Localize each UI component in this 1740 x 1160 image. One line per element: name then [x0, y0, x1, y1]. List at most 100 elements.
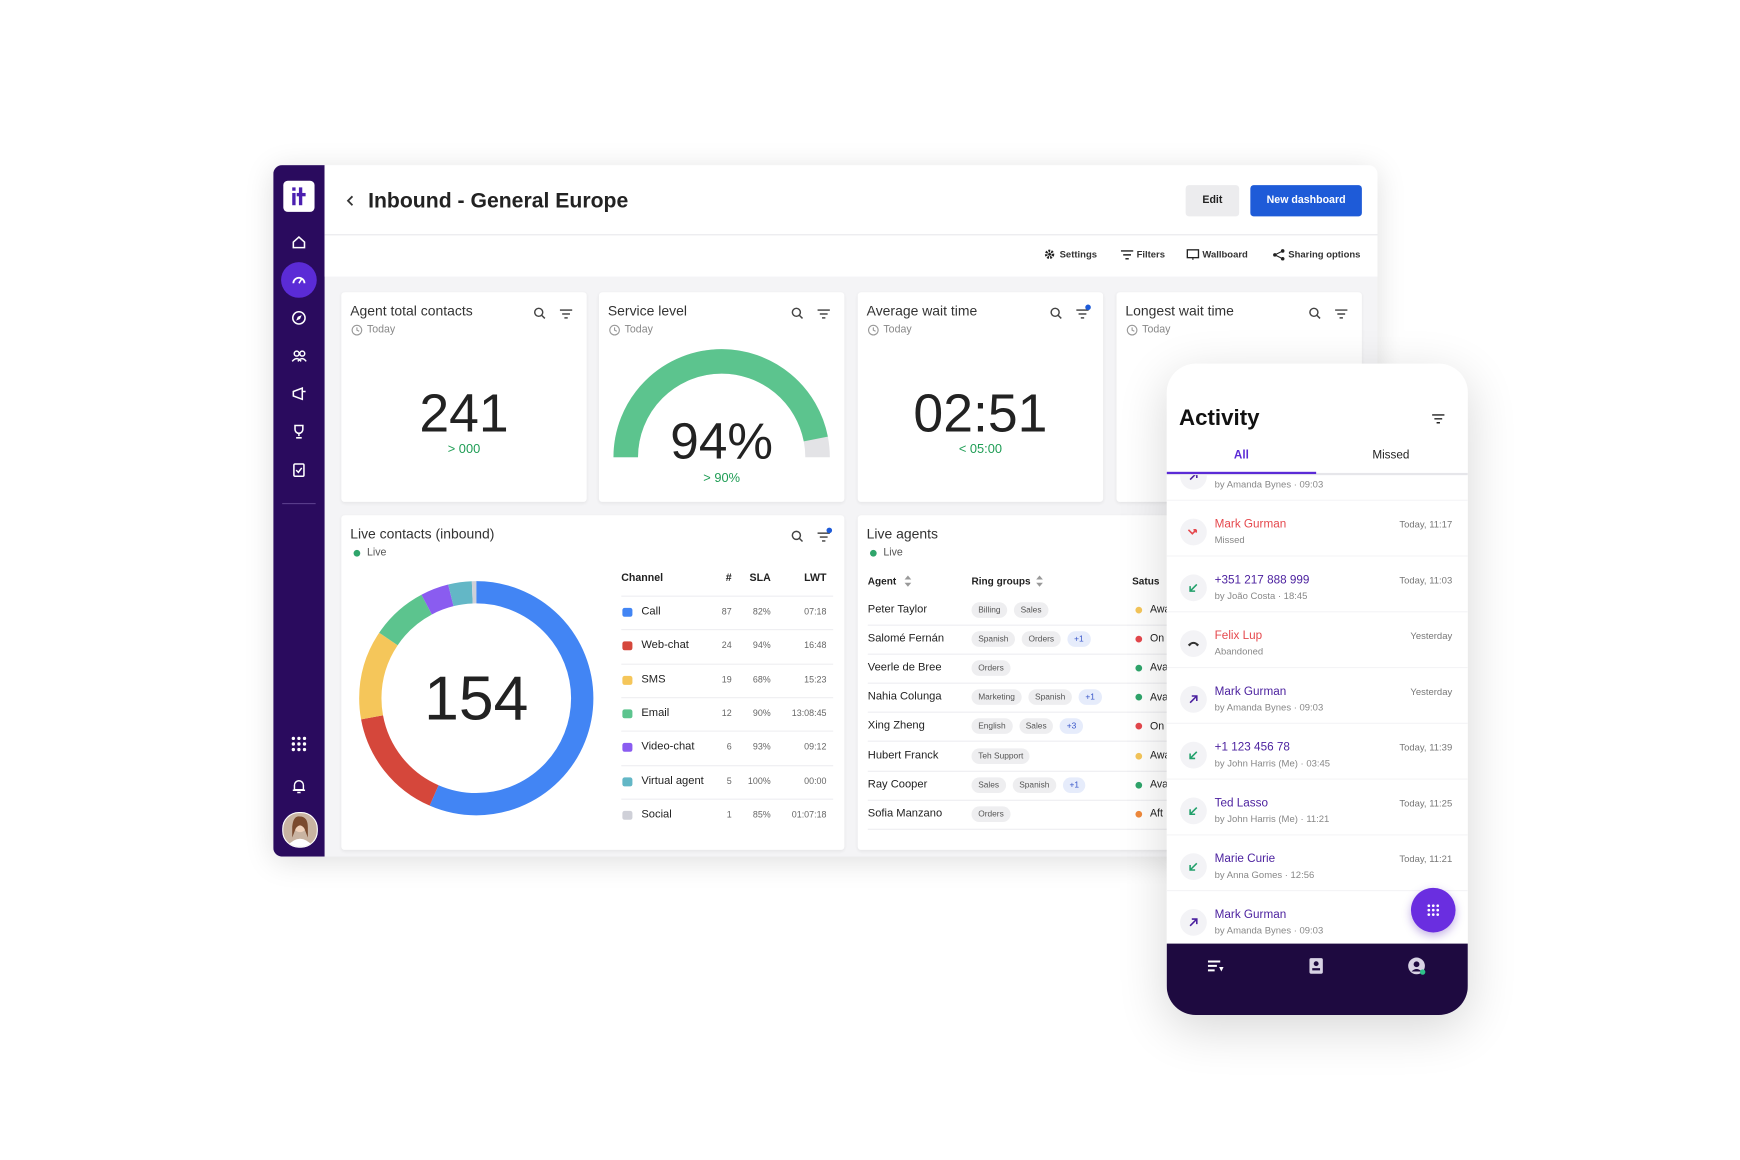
row-divider — [867, 799, 1359, 801]
avatar — [282, 811, 318, 848]
channel-sla: 68% — [752, 674, 771, 685]
filter-icon — [817, 309, 830, 319]
icon-part — [1187, 529, 1198, 535]
status-dot — [1135, 723, 1143, 730]
kpi-target: < 05:00 — [958, 443, 1002, 457]
phone: Activity All Missed by Amanda Bynes · 09:03… — [1166, 363, 1468, 1015]
icon-part — [1309, 307, 1321, 319]
icon-part — [1413, 961, 1420, 968]
icon-part — [1207, 960, 1221, 972]
sort-icon — [1036, 575, 1043, 587]
header-button[interactable]: Edit — [1185, 185, 1240, 217]
logo-mark — [292, 187, 306, 206]
group-chip: +1 — [1062, 776, 1086, 793]
status-dot — [1135, 752, 1143, 760]
channel-name: Virtual agent — [641, 774, 704, 787]
row-divider — [1166, 611, 1468, 613]
icon-part — [1219, 967, 1224, 972]
icon-part — [297, 742, 301, 746]
status-dot — [1135, 664, 1143, 672]
group-chip: English — [971, 718, 1013, 735]
icon-part — [1126, 324, 1138, 336]
header-button[interactable]: New dashboard — [1250, 185, 1362, 217]
icon-part — [1431, 913, 1435, 916]
ring-groups: Sales Spanish +1 — [971, 776, 1086, 793]
channel-count: 24 — [721, 640, 732, 651]
agent-status: Ava — [1149, 691, 1169, 704]
toolbar-item[interactable]: Wallboard — [1202, 248, 1248, 260]
icon-part — [1436, 908, 1440, 912]
nav-icon — [291, 350, 307, 362]
icon-part — [1431, 908, 1435, 912]
icon-part — [291, 736, 296, 741]
toolbar-icon — [1186, 249, 1200, 260]
tab[interactable]: All — [1233, 448, 1249, 462]
call-detail: by Amanda Bynes · 09:03 — [1214, 701, 1324, 713]
channel-lwt: 13:08:45 — [791, 708, 827, 719]
donut-total: 154 — [424, 662, 529, 733]
toolbar-item[interactable]: Settings — [1059, 248, 1098, 260]
channel-sla: 93% — [752, 741, 771, 752]
row-divider — [1166, 890, 1468, 892]
toolbar-item[interactable]: Filters — [1136, 248, 1166, 260]
call-icon-bg — [1180, 475, 1207, 490]
activity-list: by Amanda Bynes · 09:03 Mark Gurman Missed… — [1166, 475, 1468, 943]
icon-part — [351, 324, 363, 336]
icon-part — [541, 314, 546, 319]
tab[interactable]: Missed — [1372, 448, 1410, 462]
icon-part — [299, 350, 306, 357]
toolbar-item[interactable]: Sharing options — [1288, 248, 1361, 260]
agent-name: Veerle de Bree — [867, 661, 942, 674]
donut — [359, 581, 594, 816]
icon-part — [291, 357, 307, 362]
nav-icon — [294, 424, 304, 439]
icon-part — [791, 530, 804, 543]
icon-part — [1057, 314, 1062, 319]
icon-part — [791, 307, 804, 319]
tab-line — [1166, 472, 1468, 476]
dial-icon — [1427, 904, 1440, 916]
clock-icon — [867, 324, 879, 336]
search-icon — [1309, 307, 1321, 319]
icon-part — [1427, 904, 1431, 908]
channel-sla: 94% — [752, 640, 771, 651]
channel-icon — [622, 675, 633, 685]
icon-part — [293, 350, 300, 357]
icon-part — [292, 235, 306, 249]
contact-name: Mark Gurman — [1214, 517, 1287, 531]
agent-status: Ava — [1149, 778, 1169, 791]
icon-part — [1189, 475, 1198, 481]
nav-icon — [293, 463, 305, 478]
group-chip: Billing — [971, 602, 1008, 618]
live-status: Live — [366, 546, 387, 560]
dial-button[interactable] — [1410, 887, 1456, 933]
panel-title: Live contacts (inbound) — [350, 526, 495, 542]
kpi-title: Service level — [607, 303, 687, 319]
row-divider — [621, 696, 834, 699]
page-title: Inbound - General Europe — [368, 189, 629, 213]
live-dot — [869, 549, 877, 557]
search-icon — [791, 530, 804, 543]
clock-icon — [609, 324, 620, 336]
call-detail: by John Harris (Me) · 11:21 — [1214, 812, 1330, 824]
icon-part — [292, 276, 306, 284]
icon-part — [1050, 307, 1062, 319]
kpi-target: > 000 — [447, 443, 481, 457]
kpi-target: > 90% — [703, 472, 741, 486]
icon-part — [302, 742, 307, 746]
row-divider — [867, 741, 1359, 743]
channel-icon — [622, 810, 633, 820]
nav-profile — [1408, 957, 1426, 975]
call-icon — [1189, 583, 1198, 592]
agent-name: Peter Taylor — [867, 603, 928, 616]
icon-part — [297, 747, 301, 752]
icon-part — [296, 315, 302, 321]
icon-part — [298, 278, 303, 284]
row-divider — [621, 663, 834, 665]
call-time: Today, 11:17 — [1399, 518, 1453, 530]
agent-name: Xing Zheng — [867, 719, 925, 733]
status-dot — [1135, 781, 1143, 789]
call-detail: by Amanda Bynes · 09:03 — [1214, 924, 1324, 936]
call-icon — [1189, 695, 1198, 704]
agent-status: On — [1149, 720, 1165, 733]
